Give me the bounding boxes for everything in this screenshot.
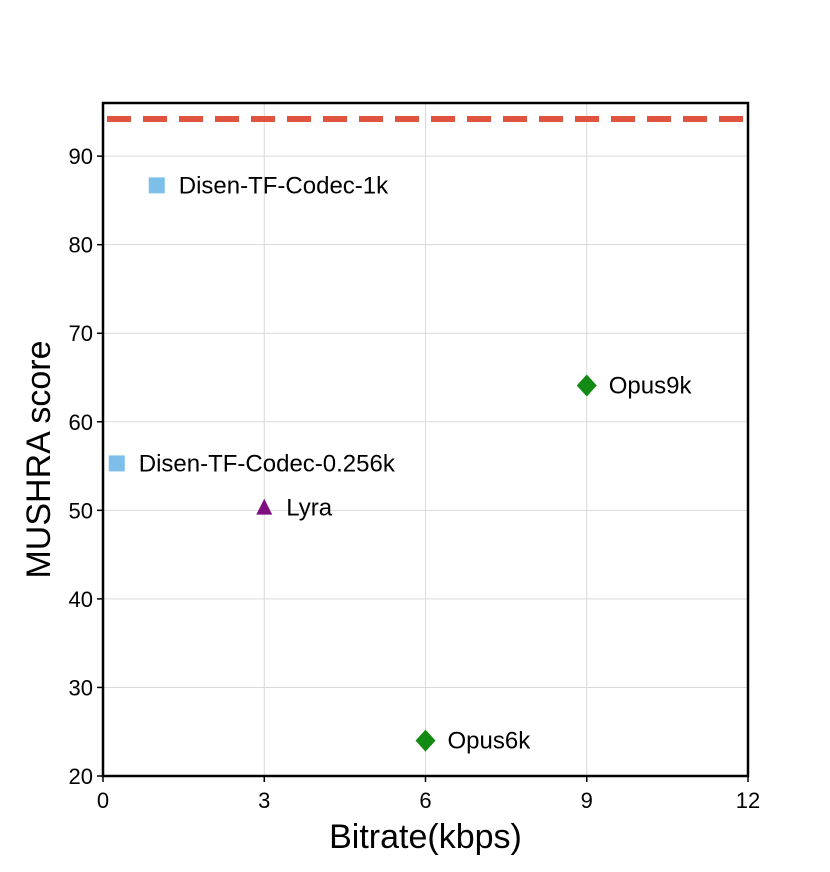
y-tick-label: 40: [69, 587, 93, 612]
y-axis-title: MUSHRA score: [20, 340, 58, 578]
point-marker-disen-tf-codec-0-256k: [108, 455, 125, 472]
x-tick-label: 9: [581, 788, 593, 813]
x-tick-label: 12: [736, 788, 760, 813]
point-marker-lyra: [256, 498, 273, 515]
point-label-disen-tf-codec-1k: Disen-TF-Codec-1k: [179, 172, 389, 199]
x-tick-label: 3: [258, 788, 270, 813]
point-marker-disen-tf-codec-1k: [148, 177, 165, 194]
y-tick-label: 60: [69, 410, 93, 435]
point-label-disen-tf-codec-0-256k: Disen-TF-Codec-0.256k: [139, 450, 396, 477]
y-tick-label: 50: [69, 498, 93, 523]
point-label-opus6k: Opus6k: [448, 728, 532, 755]
y-tick-label: 20: [69, 764, 93, 789]
x-axis-title: Bitrate(kbps): [329, 818, 522, 856]
y-tick-label: 70: [69, 321, 93, 346]
axis-ticks: 0 3 6 9 12 20 30 40 50 60 70 80 90: [69, 144, 761, 813]
data-points: Disen-TF-Codec-1k Disen-TF-Codec-0.256k Ly…: [108, 172, 693, 755]
x-tick-label: 0: [97, 788, 109, 813]
point-label-lyra: Lyra: [286, 495, 332, 522]
point-marker-opus6k: [415, 729, 436, 752]
grid: [103, 103, 748, 776]
point-label-opus9k: Opus9k: [609, 372, 693, 399]
y-tick-label: 80: [69, 233, 93, 258]
x-tick-label: 6: [419, 788, 431, 813]
point-marker-opus9k: [576, 374, 597, 397]
y-tick-label: 30: [69, 675, 93, 700]
y-tick-label: 90: [69, 144, 93, 169]
